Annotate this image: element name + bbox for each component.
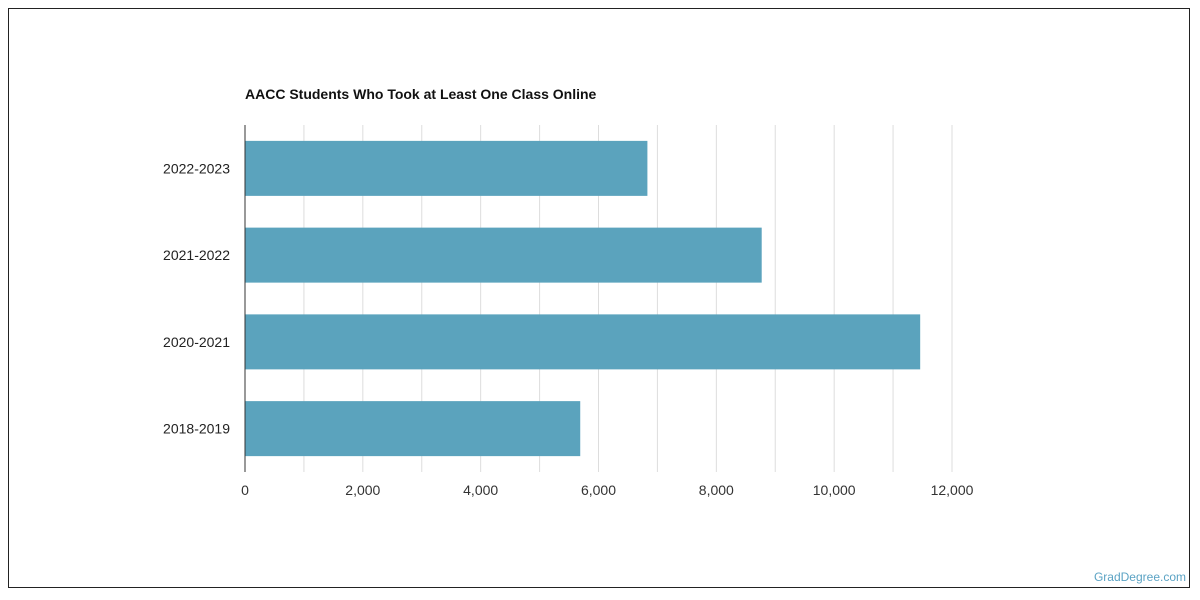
bar-2020-2021[interactable] <box>245 314 921 370</box>
bars <box>245 140 921 457</box>
x-tick-label: 2,000 <box>345 482 380 498</box>
x-tick-label: 12,000 <box>931 482 974 498</box>
source-watermark[interactable]: GradDegree.com <box>1093 570 1186 584</box>
bar-2018-2019[interactable] <box>245 401 581 457</box>
x-tick-label: 0 <box>241 482 249 498</box>
x-tick-label: 10,000 <box>813 482 856 498</box>
x-tick-label: 6,000 <box>581 482 616 498</box>
bar-2022-2023[interactable] <box>245 140 648 196</box>
category-labels: 2022-2023 2021-2022 2020-2021 2018-2019 <box>163 160 230 436</box>
x-tick-labels: 0 2,000 4,000 6,000 8,000 10,000 12,000 <box>241 482 974 498</box>
category-label: 2022-2023 <box>163 160 230 176</box>
x-tick-label: 8,000 <box>699 482 734 498</box>
x-tick-label: 4,000 <box>463 482 498 498</box>
category-label: 2021-2022 <box>163 247 230 263</box>
category-label: 2020-2021 <box>163 334 230 350</box>
category-label: 2018-2019 <box>163 421 230 437</box>
chart-title: AACC Students Who Took at Least One Clas… <box>245 86 597 102</box>
bar-2021-2022[interactable] <box>245 227 762 283</box>
